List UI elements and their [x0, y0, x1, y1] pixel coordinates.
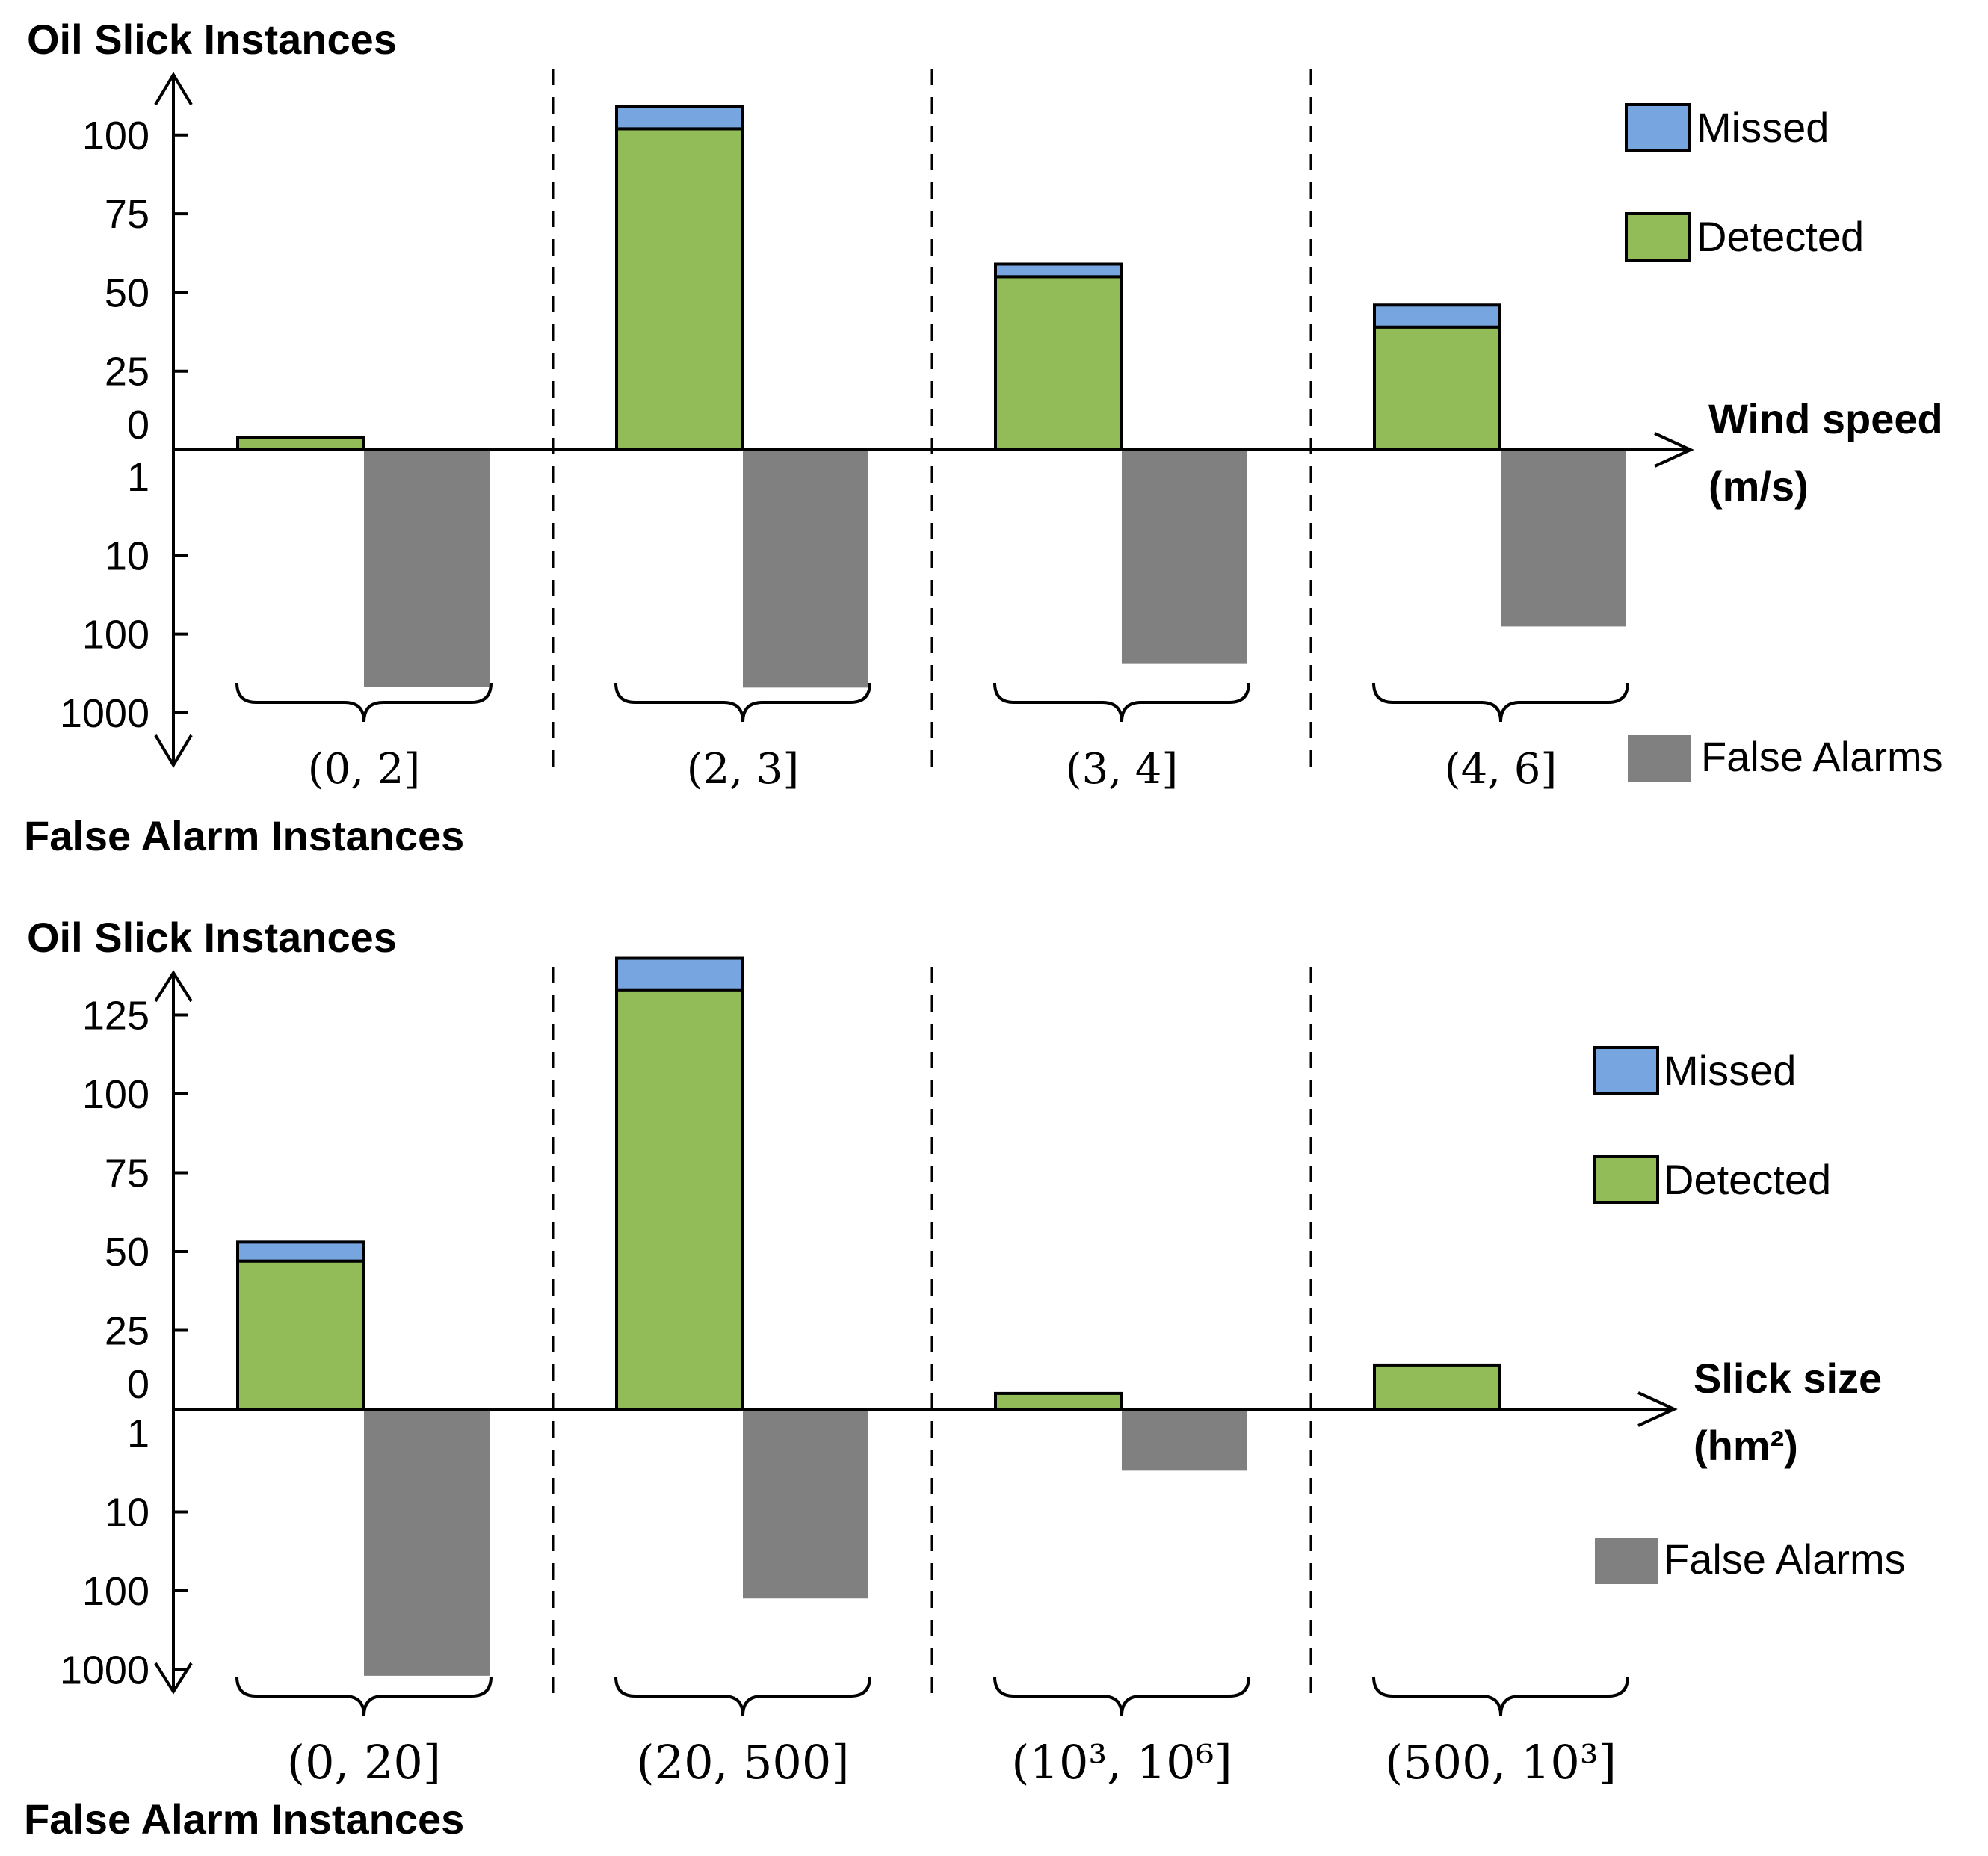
x-axis-unit: (hm²) — [1694, 1422, 1798, 1469]
missed-bar — [1373, 303, 1501, 329]
tick-label: 50 — [105, 270, 149, 315]
tick-label: 25 — [105, 1309, 149, 1354]
missed-bar — [615, 956, 744, 992]
tick-label: 100 — [82, 1072, 149, 1117]
legend-swatch-missed — [1593, 1046, 1659, 1095]
detected-bar — [236, 1259, 365, 1411]
legend-swatch-detected — [1593, 1155, 1659, 1204]
category-brace — [614, 682, 871, 723]
missed-bar — [994, 262, 1123, 279]
category-labels: (0, 20] (20, 500] (10³, 10⁶] (500, 10³] — [287, 1735, 1617, 1790]
x-axis-label: Wind speed — [1708, 395, 1943, 442]
category-label: (20, 500] — [636, 1735, 849, 1790]
category-braces — [235, 1676, 1629, 1716]
bottom-ylabel: False Alarm Instances — [24, 812, 464, 859]
category-label: (2, 3] — [687, 745, 800, 794]
top-ylabel: Oil Slick Instances — [27, 16, 397, 63]
x-axis — [173, 432, 1694, 468]
false-alarm-bar — [1122, 1409, 1247, 1471]
legend-label-missed: Missed — [1697, 104, 1829, 151]
legend-label-detected: Detected — [1664, 1156, 1831, 1203]
legend-label-false-alarms: False Alarms — [1701, 733, 1943, 780]
y-axis — [154, 970, 193, 1695]
x-axis-label: Slick size — [1694, 1355, 1882, 1402]
bottom-ticks: 1 10 100 1000 — [60, 455, 188, 736]
category-brace — [235, 682, 493, 723]
category-brace — [1372, 1676, 1629, 1716]
legend-label-false-alarms: False Alarms — [1664, 1535, 1906, 1583]
detected-bar — [236, 436, 365, 451]
tick-label: 100 — [82, 114, 149, 158]
tick-label: 25 — [105, 350, 149, 395]
x-axis-unit: (m/s) — [1708, 463, 1809, 510]
category-label: (500, 10³] — [1385, 1735, 1617, 1790]
y-axis — [154, 72, 193, 768]
panel-slick-size: Oil Slick Instances False Alarm Instance… — [24, 914, 1906, 1843]
x-axis — [173, 1391, 1678, 1427]
category-label: (0, 20] — [287, 1735, 441, 1790]
category-labels: (0, 2] (2, 3] (3, 4] (4, 6] — [308, 745, 1558, 794]
tick-label: 100 — [82, 613, 149, 658]
category-braces — [235, 682, 1629, 723]
detected-bar — [994, 1391, 1123, 1411]
category-brace — [1372, 682, 1629, 723]
tick-label: 75 — [105, 1151, 149, 1196]
false-alarm-bar — [364, 1409, 490, 1676]
tick-label: 50 — [105, 1230, 149, 1275]
legend-swatch-missed — [1625, 103, 1691, 152]
tick-label: 1 — [127, 455, 149, 500]
tick-label: 0 — [127, 403, 149, 448]
bottom-ticks: 1 10 100 1000 — [60, 1411, 188, 1693]
detected-bar — [1373, 1363, 1501, 1411]
legend: Missed Detected False Alarms — [1593, 1046, 1906, 1584]
false-alarm-bar — [1122, 450, 1247, 664]
tick-label: 10 — [105, 533, 149, 578]
top-ylabel: Oil Slick Instances — [27, 914, 397, 961]
detected-bar — [615, 127, 744, 451]
category-label: (0, 2] — [308, 745, 421, 794]
category-brace — [235, 1676, 493, 1716]
legend: Missed Detected False Alarms — [1625, 103, 1943, 782]
separator-lines — [552, 967, 1312, 1696]
category-label: (3, 4] — [1066, 745, 1179, 794]
category-brace — [614, 1676, 871, 1716]
legend-label-missed: Missed — [1664, 1047, 1796, 1094]
separator-lines — [552, 69, 1312, 773]
bottom-ylabel: False Alarm Instances — [24, 1795, 464, 1843]
top-ticks: 0 25 50 75 100 — [82, 114, 188, 448]
panel-wind-speed: Oil Slick Instances False Alarm Instance… — [24, 16, 1943, 859]
category-label: (4, 6] — [1445, 745, 1558, 794]
detected-bar — [994, 275, 1123, 451]
legend-swatch-false-alarms — [1628, 735, 1691, 782]
false-alarm-bar — [1501, 450, 1626, 627]
category-brace — [993, 682, 1250, 723]
category-brace — [993, 1676, 1250, 1716]
legend-label-detected: Detected — [1697, 213, 1864, 260]
false-alarm-bar — [364, 450, 490, 687]
tick-label: 1000 — [60, 1648, 149, 1693]
category-label: (10³, 10⁶] — [1011, 1735, 1232, 1790]
top-ticks: 0 25 50 75 100 125 — [82, 994, 188, 1407]
bars — [236, 105, 1626, 688]
tick-label: 100 — [82, 1569, 149, 1614]
missed-bar — [236, 1240, 365, 1263]
tick-label: 0 — [127, 1362, 149, 1407]
tick-label: 1000 — [60, 691, 149, 736]
bars — [236, 956, 1501, 1676]
tick-label: 1 — [127, 1411, 149, 1456]
false-alarm-bar — [743, 450, 868, 688]
tick-label: 75 — [105, 192, 149, 237]
legend-swatch-false-alarms — [1595, 1538, 1658, 1584]
detected-bar — [615, 988, 744, 1411]
tick-label: 10 — [105, 1491, 149, 1535]
missed-bar — [615, 105, 744, 131]
legend-swatch-detected — [1625, 212, 1691, 262]
tick-label: 125 — [82, 994, 149, 1039]
false-alarm-bar — [743, 1409, 868, 1599]
detected-bar — [1373, 325, 1501, 451]
